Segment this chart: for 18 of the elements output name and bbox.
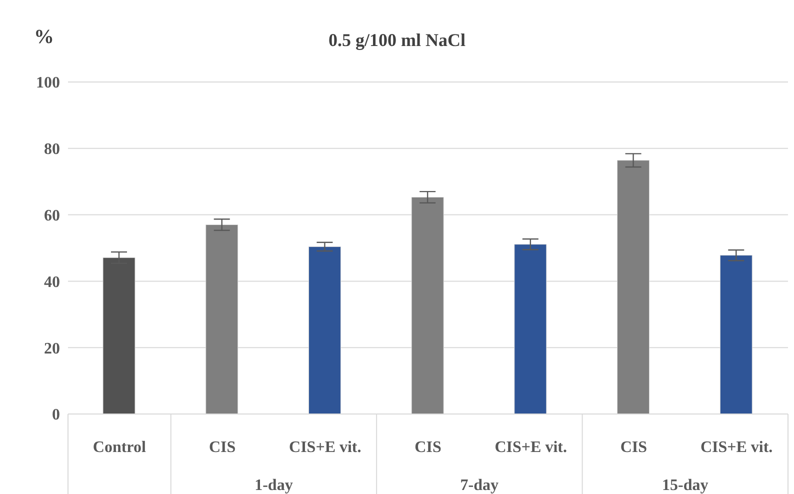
text: 15-day: [662, 477, 708, 494]
x-tick-label: CIS+E vit.: [700, 439, 773, 456]
x-tick-label: CIS: [208, 439, 236, 456]
y-axis-title: %: [34, 26, 54, 49]
y-tick-label: 100: [36, 74, 60, 92]
y-tick-label: 60: [44, 207, 60, 224]
y-tick-label: 20: [44, 340, 60, 358]
text: 7-day: [460, 477, 499, 494]
x-tick-label: CIS+E vit.: [289, 439, 362, 456]
x-tick-label: Control: [92, 439, 146, 456]
x-tick-label: CIS+E vit.: [494, 439, 567, 456]
y-tick-label: 40: [44, 274, 60, 291]
text: 1-day: [254, 477, 293, 494]
x-tick-label: CIS: [620, 439, 648, 456]
y-tick-label: 0: [52, 406, 60, 424]
chart-title: 0.5 g/100 ml NaCl: [328, 30, 466, 50]
y-tick-label: 80: [44, 141, 60, 158]
x-tick-label: CIS: [414, 439, 442, 456]
